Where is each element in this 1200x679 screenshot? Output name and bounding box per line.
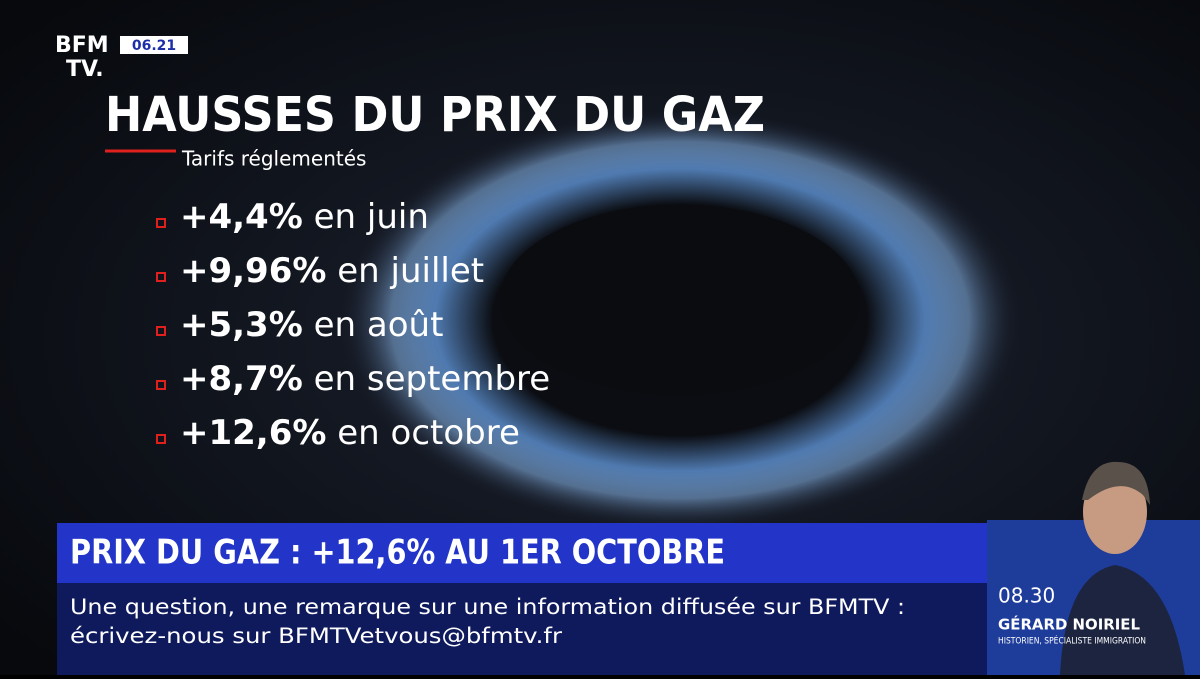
bullet bbox=[156, 272, 166, 282]
title: HAUSSES DU PRIX DU GAZ bbox=[105, 87, 765, 143]
clock: 06.21 bbox=[132, 38, 176, 54]
item-value: +4,4% bbox=[180, 197, 303, 237]
item-text: en juillet bbox=[337, 251, 484, 291]
headline: PRIX DU GAZ : +12,6% AU 1ER OCTOBRE bbox=[70, 533, 725, 573]
ticker-line: écrivez-nous sur BFMTVetvous@bfmtv.fr bbox=[70, 624, 562, 648]
list-item: +9,96% en juillet bbox=[180, 251, 484, 291]
list-item: +5,3% en août bbox=[180, 305, 443, 345]
item-value: +5,3% bbox=[180, 305, 303, 345]
list-item: +4,4% en juin bbox=[180, 197, 429, 237]
guest-name: GÉRARD NOIRIEL bbox=[998, 615, 1140, 634]
item-value: +8,7% bbox=[180, 359, 303, 399]
list-item: +12,6% en octobre bbox=[180, 413, 520, 453]
ticker-line: Une question, une remarque sur une infor… bbox=[70, 595, 905, 619]
ticker-band bbox=[57, 583, 987, 675]
subtitle: Tarifs réglementés bbox=[181, 147, 366, 171]
item-text: en octobre bbox=[337, 413, 520, 453]
clock-box bbox=[120, 36, 188, 54]
item-text: en juin bbox=[314, 197, 429, 237]
guest-time: 08.30 bbox=[998, 584, 1055, 608]
guest-body bbox=[1060, 565, 1185, 675]
guest-role: HISTORIEN, SPÉCIALISTE IMMIGRATION bbox=[998, 635, 1146, 647]
list-item: +8,7% en septembre bbox=[180, 359, 550, 399]
item-text: en août bbox=[314, 305, 444, 345]
bullet bbox=[156, 218, 166, 228]
item-value: +12,6% bbox=[180, 413, 326, 453]
item-value: +9,96% bbox=[180, 251, 326, 291]
bullet bbox=[156, 380, 166, 390]
bullet bbox=[156, 434, 166, 444]
list: +4,4% en juin +9,96% en juillet +5,3% en… bbox=[156, 197, 550, 453]
bullet bbox=[156, 326, 166, 336]
logo-text: BFM bbox=[55, 33, 109, 58]
item-text: en septembre bbox=[314, 359, 551, 399]
burner-center bbox=[500, 205, 860, 395]
guest-inset: 08.30 GÉRARD NOIRIEL HISTORIEN, SPÉCIALI… bbox=[987, 461, 1200, 675]
banner bbox=[57, 523, 987, 583]
logo-text: TV. bbox=[66, 57, 104, 82]
guest-hair bbox=[1082, 461, 1150, 505]
